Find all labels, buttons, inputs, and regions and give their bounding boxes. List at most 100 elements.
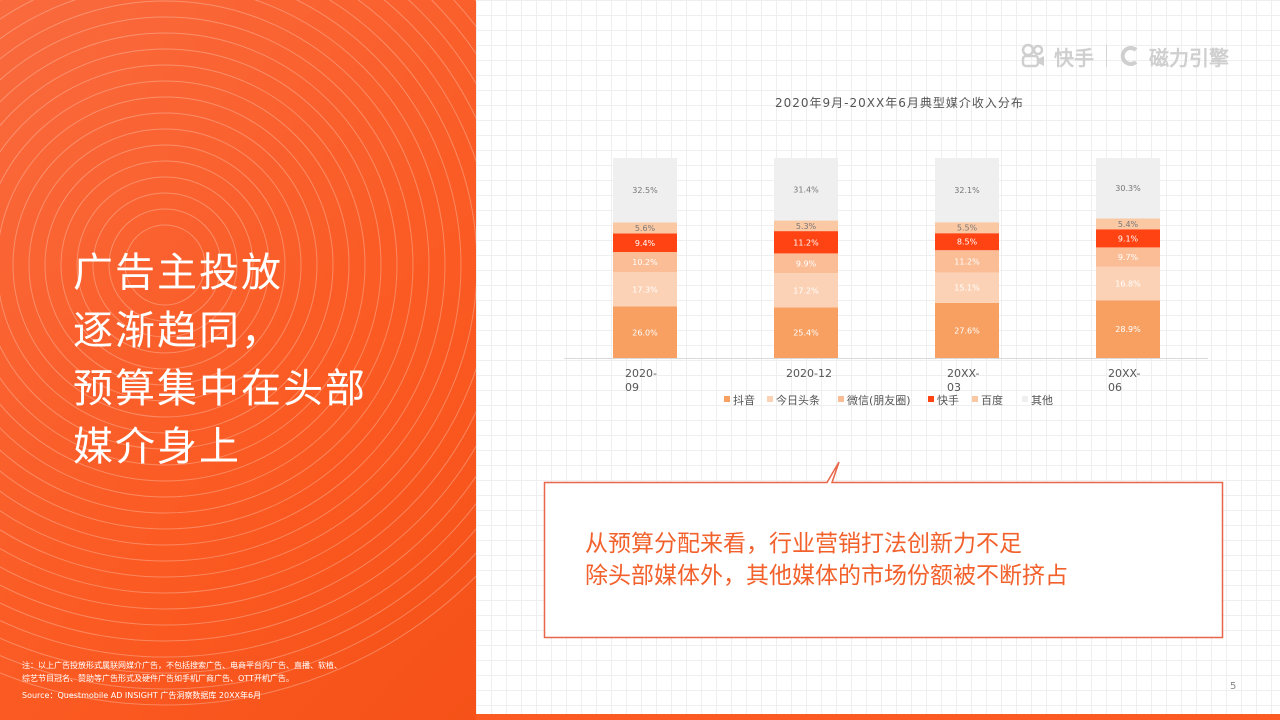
decorative-ring — [0, 32, 398, 498]
bar-data-label: 5.6% — [635, 224, 656, 233]
bar-data-label: 8.5% — [957, 238, 978, 247]
bar-data-label: 17.2% — [793, 286, 819, 295]
page-number: 5 — [1230, 681, 1237, 692]
bar-segment — [1096, 300, 1160, 358]
decorative-ring — [0, 552, 476, 690]
decorative-ring — [0, 64, 366, 466]
footnote-source: Source：Questmobile AD INSIGHT 广告洞察数据库 20… — [22, 691, 262, 700]
bar-segment — [774, 253, 838, 274]
legend-swatch — [972, 396, 978, 402]
legend-label: 微信(朋友圈) — [847, 393, 911, 407]
x-tick-label: 06 — [1108, 381, 1122, 394]
legend-label: 今日头条 — [776, 393, 820, 407]
decorative-ring — [0, 0, 446, 546]
bar-data-label: 28.9% — [1115, 325, 1141, 334]
bar-segment — [613, 233, 677, 253]
x-tick-label: 2020- — [625, 367, 657, 380]
bar-data-label: 11.2% — [793, 238, 819, 247]
headline: 广告主投放 逐渐趋同， 预算集中在头部 媒介身上 — [73, 244, 463, 476]
bar-data-label: 11.2% — [954, 257, 980, 266]
callout-border — [543, 461, 1224, 639]
decorative-ring — [0, 16, 414, 514]
callout-text: 从预算分配来看，行业营销打法创新力不足 除头部媒体外，其他媒体的市场份额被不断挤… — [585, 528, 1205, 592]
footnote-line-1: 注：以上广告投放形式属联网媒介广告，不包括搜索广告、电商平台内广告、直播、软植、 — [22, 661, 342, 670]
decorative-ring — [28, 128, 302, 402]
x-tick-label: 03 — [947, 381, 961, 394]
decorative-ring — [0, 0, 476, 578]
decorative-rings — [0, 0, 476, 706]
bar-data-label: 9.1% — [1118, 234, 1139, 243]
footnote-line-2: 综艺节目冠名、赞助等广告形式及硬件广告如手机厂商广告、OTT开机广告。 — [22, 674, 294, 683]
bar-segment — [774, 158, 838, 221]
bar-segment — [1096, 158, 1160, 219]
legend-swatch — [767, 396, 773, 402]
x-tick-label: 20XX- — [1108, 367, 1141, 380]
bar-data-label: 10.2% — [632, 258, 658, 267]
legend-label: 抖音 — [733, 393, 755, 407]
cili-logo-icon — [1120, 46, 1138, 66]
decorative-ring — [0, 48, 382, 482]
bar-data-label: 15.1% — [954, 284, 980, 293]
kuaishou-logo-text: 快手 — [1054, 45, 1094, 70]
headline-line-2: 逐渐趋同， — [73, 308, 283, 354]
bottom-accent-bar — [476, 714, 1280, 720]
decorative-ring — [0, 96, 334, 434]
logo-area: 快手 磁力引擎 — [1020, 40, 1229, 72]
decorative-ring — [92, 192, 238, 338]
callout-line-1: 从预算分配来看，行业营销打法创新力不足 — [585, 531, 1022, 557]
bar-segment — [613, 222, 677, 234]
bar-segment — [935, 158, 999, 223]
decorative-ring — [0, 80, 350, 450]
bar-data-label: 26.0% — [632, 328, 658, 337]
bar-data-label: 5.4% — [1118, 220, 1139, 229]
headline-line-4: 媒介身上 — [73, 424, 241, 470]
decorative-ring — [0, 0, 476, 642]
bar-segment — [774, 220, 838, 232]
bar-segment — [1096, 247, 1160, 267]
legend-label: 快手 — [937, 393, 959, 407]
bar-data-label: 30.3% — [1115, 184, 1141, 193]
bar-segment — [774, 307, 838, 358]
decorative-ring — [0, 0, 476, 610]
decorative-ring — [76, 176, 254, 354]
x-tick-label: 20XX- — [947, 367, 980, 380]
bar-data-label: 5.5% — [957, 224, 978, 233]
legend-swatch — [724, 396, 730, 402]
headline-line-3: 预算集中在头部 — [73, 366, 367, 412]
bar-segment — [935, 302, 999, 358]
bar-data-label: 16.8% — [1115, 280, 1141, 289]
decorative-ring — [0, 0, 462, 562]
bar-segment — [1096, 266, 1160, 301]
callout-line-2: 除头部媒体外，其他媒体的市场份额被不断挤占 — [585, 563, 1068, 589]
bar-segment — [774, 273, 838, 308]
footnote: 注：以上广告投放形式属联网媒介广告，不包括搜索广告、电商平台内广告、直播、软植、… — [22, 659, 462, 702]
left-panel: 广告主投放 逐渐趋同， 预算集中在头部 媒介身上 注：以上广告投放形式属联网媒介… — [0, 0, 476, 720]
bar-data-label: 5.3% — [796, 222, 817, 231]
bar-data-label: 25.4% — [793, 329, 819, 338]
decorative-ring — [0, 0, 476, 626]
kuaishou-logo-icon — [1021, 43, 1044, 68]
legend-swatch — [838, 396, 844, 402]
decorative-ring — [12, 112, 318, 418]
cili-logo-text: 磁力引擎 — [1149, 45, 1229, 70]
bar-data-label: 9.4% — [635, 239, 656, 248]
decorative-ring — [0, 575, 476, 706]
decorative-ring — [0, 0, 476, 594]
x-tick-label: 2020-12 — [786, 367, 832, 380]
legend-label: 其他 — [1031, 394, 1053, 407]
decorative-ring — [0, 0, 476, 658]
x-tick-label: 09 — [625, 381, 639, 394]
bar-segment — [774, 231, 838, 254]
bar-segment — [1096, 218, 1160, 230]
decorative-ring — [44, 144, 286, 386]
bar-data-label: 32.5% — [632, 186, 658, 195]
headline-line-1: 广告主投放 — [73, 250, 283, 296]
bar-data-label: 27.6% — [954, 326, 980, 335]
legend-swatch — [1022, 396, 1028, 402]
bar-data-label: 32.1% — [954, 186, 980, 195]
bar-segment — [613, 272, 677, 307]
bar-data-label: 17.3% — [632, 285, 658, 294]
legend-label: 百度 — [981, 393, 1003, 407]
bar-segment — [1096, 229, 1160, 248]
